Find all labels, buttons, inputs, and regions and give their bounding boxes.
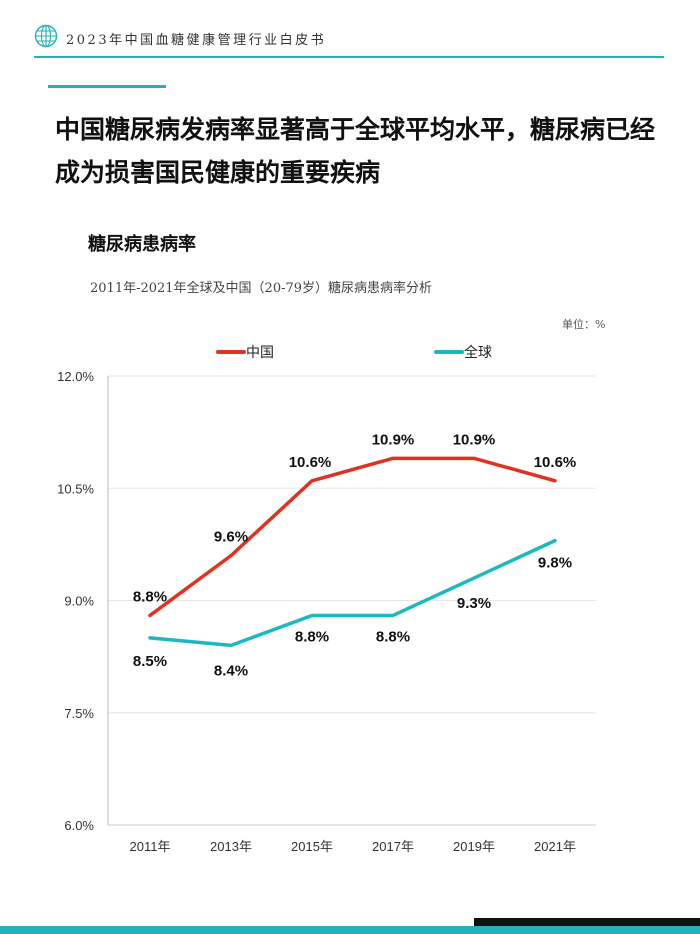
y-tick-label: 12.0%: [57, 369, 94, 384]
data-label: 10.6%: [289, 454, 332, 471]
footer-teal-bar: [0, 926, 700, 934]
x-tick-label: 2011年: [130, 839, 171, 854]
x-tick-label: 2013年: [210, 839, 252, 854]
data-label: 10.6%: [534, 454, 577, 471]
data-label: 10.9%: [453, 431, 496, 448]
data-label: 8.8%: [376, 628, 410, 645]
x-tick-label: 2019年: [453, 839, 495, 854]
unit-label: 单位：%: [562, 318, 606, 331]
series-line: [148, 538, 557, 648]
data-label: 9.8%: [538, 555, 572, 572]
page-heading: 中国糖尿病发病率显著高于全球平均水平，糖尿病已经成为损害国民健康的重要疾病: [55, 115, 656, 187]
accent-bar: [48, 85, 166, 88]
data-label: 8.8%: [295, 628, 329, 645]
y-tick-label: 6.0%: [64, 818, 94, 833]
series-line: [148, 456, 557, 618]
legend-label: 全球: [464, 344, 492, 361]
data-label: 8.4%: [214, 662, 248, 679]
globe-icon: [34, 24, 58, 48]
header-rule: [34, 56, 664, 58]
data-label: 8.8%: [133, 588, 167, 605]
data-label: 8.5%: [133, 653, 167, 670]
legend-label: 中国: [246, 345, 274, 361]
chart-title: 2011年-2021年全球及中国（20-79岁）糖尿病患病率分析: [90, 281, 433, 296]
y-tick-label: 9.0%: [64, 594, 94, 609]
y-tick-label: 10.5%: [57, 481, 94, 496]
x-tick-label: 2017年: [372, 839, 414, 854]
x-tick-label: 2021年: [534, 839, 576, 854]
section-title: 糖尿病患病率: [88, 234, 196, 255]
footer-black-bar: [474, 918, 700, 926]
prevalence-line-chart: 6.0% 7.5% 9.0% 10.5% 12.0% 2011年 2013年 2015年 201…: [57, 344, 596, 854]
y-tick-label: 7.5%: [64, 706, 94, 721]
data-label: 10.9%: [372, 431, 415, 448]
x-tick-label: 2015年: [291, 839, 333, 854]
data-label: 9.6%: [214, 529, 248, 546]
header-title: 2023年中国血糖健康管理行业白皮书: [66, 33, 327, 48]
data-label: 9.3%: [457, 595, 491, 612]
